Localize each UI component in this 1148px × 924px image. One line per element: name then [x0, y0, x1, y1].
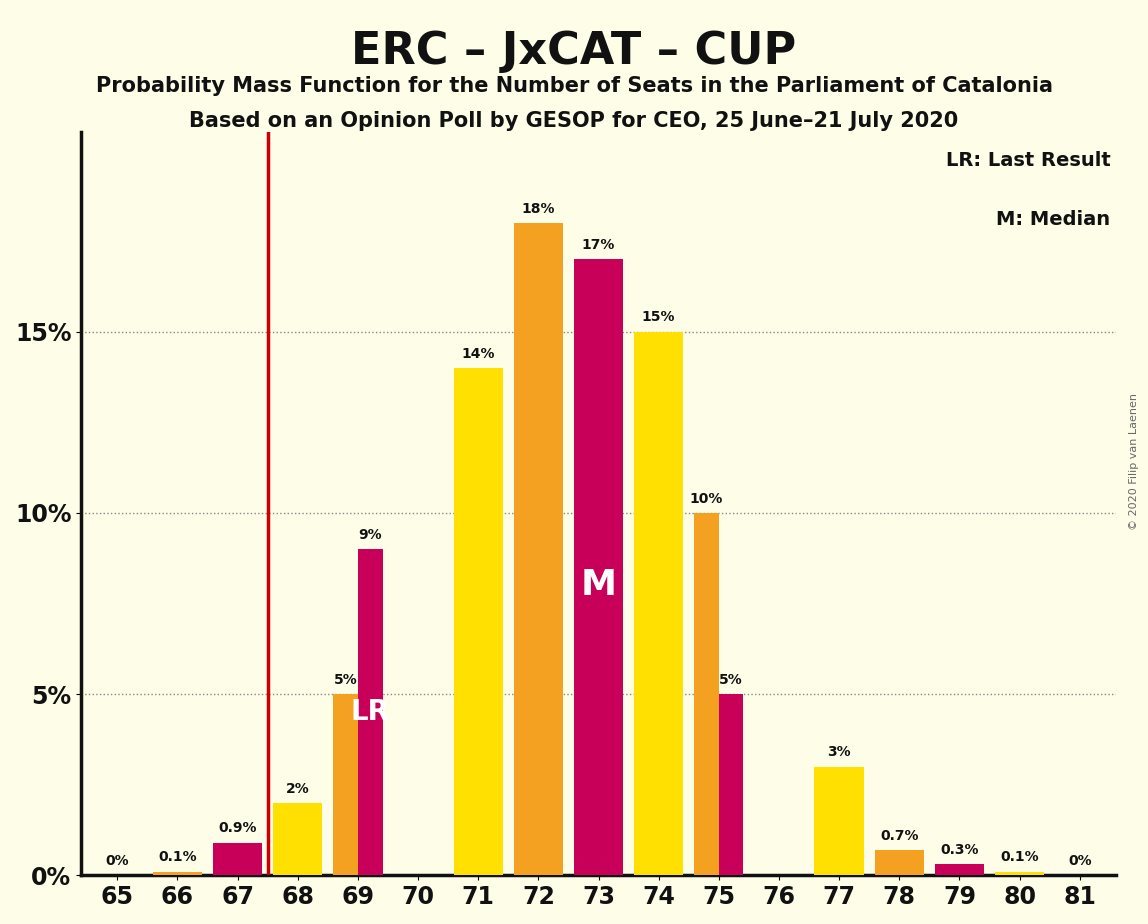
Bar [333, 694, 358, 875]
Bar [719, 694, 744, 875]
Text: M: Median: M: Median [996, 211, 1110, 229]
Text: 10%: 10% [690, 492, 723, 505]
Bar [934, 865, 984, 875]
Text: Based on an Opinion Poll by GESOP for CEO, 25 June–21 July 2020: Based on an Opinion Poll by GESOP for CE… [189, 111, 959, 131]
Text: ERC – JxCAT – CUP: ERC – JxCAT – CUP [351, 30, 797, 73]
Bar [358, 549, 382, 875]
Text: 0%: 0% [106, 854, 129, 868]
Text: 0%: 0% [1068, 854, 1092, 868]
Text: 5%: 5% [720, 673, 743, 687]
Bar [814, 767, 863, 875]
Text: 0.7%: 0.7% [881, 829, 918, 843]
Bar [995, 871, 1045, 875]
Bar [453, 368, 503, 875]
Text: LR: LR [351, 699, 389, 726]
Bar [153, 871, 202, 875]
Bar [273, 803, 323, 875]
Bar [634, 332, 683, 875]
Text: 0.1%: 0.1% [158, 850, 196, 865]
Text: Probability Mass Function for the Number of Seats in the Parliament of Catalonia: Probability Mass Function for the Number… [95, 76, 1053, 96]
Text: © 2020 Filip van Laenen: © 2020 Filip van Laenen [1130, 394, 1139, 530]
Text: 0.1%: 0.1% [1000, 850, 1039, 865]
Text: 9%: 9% [358, 528, 382, 541]
Bar [875, 850, 924, 875]
Text: 17%: 17% [582, 238, 615, 252]
Text: 14%: 14% [461, 346, 495, 360]
Text: 15%: 15% [642, 310, 675, 324]
Bar [574, 260, 623, 875]
Text: LR: Last Result: LR: Last Result [946, 151, 1110, 170]
Bar [695, 513, 719, 875]
Text: 2%: 2% [286, 782, 310, 796]
Text: 3%: 3% [828, 746, 851, 760]
Text: 0.3%: 0.3% [940, 844, 978, 857]
Text: M: M [581, 568, 616, 602]
Bar [513, 223, 563, 875]
Bar [212, 843, 262, 875]
Text: 18%: 18% [521, 201, 556, 215]
Text: 5%: 5% [334, 673, 357, 687]
Text: 0.9%: 0.9% [218, 821, 257, 835]
